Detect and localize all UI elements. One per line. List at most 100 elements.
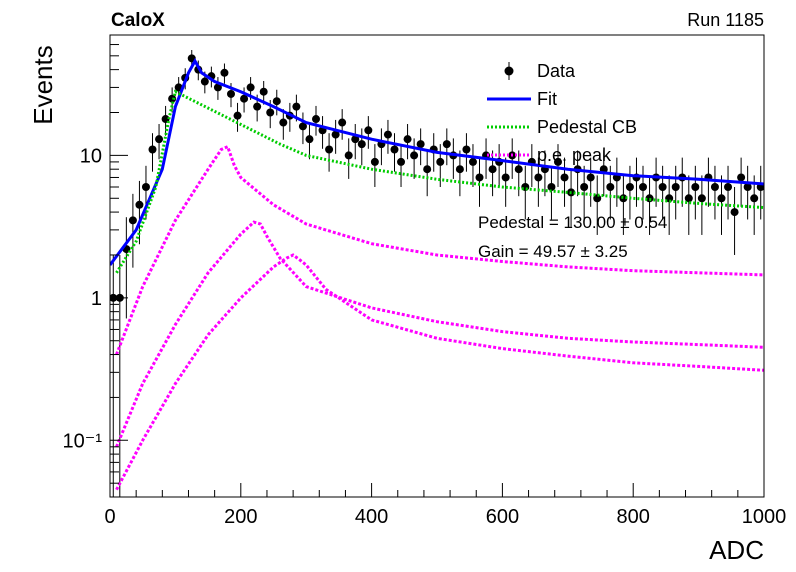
data-point [213, 83, 222, 92]
data-point [442, 140, 451, 149]
data-point [325, 145, 334, 154]
data-point [475, 173, 484, 182]
data-point [580, 182, 589, 191]
x-tick-label: 800 [617, 506, 650, 528]
data-point [200, 77, 209, 86]
y-tick-label: 10 [80, 145, 102, 167]
data-point [553, 157, 562, 166]
data-point [743, 182, 752, 191]
series-line-p-e-peak-2 [115, 144, 764, 356]
series-line-p-e-peak-3 [115, 220, 764, 448]
legend: Data Fit Pedestal CB p.e. peak [487, 61, 637, 165]
data-point [272, 97, 281, 106]
x-axis: 0 200 400 600 800 1000 [104, 483, 786, 528]
data-point [148, 145, 157, 154]
x-tick-label: 200 [224, 506, 257, 528]
data-point [155, 135, 164, 144]
data-point [370, 157, 379, 166]
series-line-fit-0 [110, 57, 764, 266]
legend-label: Data [537, 61, 576, 81]
data-point [279, 118, 288, 127]
data-point [128, 216, 137, 225]
data-point [455, 165, 464, 174]
series-line-p-e-peak-4 [115, 253, 764, 491]
y-axis: 10⁻¹ 1 10 [63, 34, 128, 498]
data-point [671, 182, 680, 191]
data-point [625, 182, 634, 191]
data-point [344, 151, 353, 160]
data-point [233, 111, 242, 120]
x-tick-label: 600 [486, 506, 519, 528]
data-point [423, 165, 432, 174]
data-point [305, 135, 314, 144]
data-point [684, 194, 693, 203]
data-point [331, 130, 340, 139]
plot-area [110, 50, 764, 497]
data-point [220, 68, 229, 77]
data-point [730, 208, 739, 217]
data-point [135, 200, 144, 209]
data-point [240, 94, 249, 103]
data-point [410, 151, 419, 160]
x-tick-label: 0 [104, 506, 115, 528]
legend-marker [504, 66, 514, 76]
x-axis-label: ADC [709, 535, 764, 565]
data-point [534, 173, 543, 182]
data-point [351, 135, 360, 144]
legend-label: Fit [537, 89, 557, 109]
y-tick-label: 1 [91, 288, 102, 310]
data-point [501, 173, 510, 182]
data-point [724, 182, 733, 191]
data-point [338, 118, 347, 127]
data-point [717, 194, 726, 203]
data-point [737, 173, 746, 182]
y-tick-label: 10⁻¹ [63, 430, 103, 452]
data-point [436, 157, 445, 166]
data-point [691, 182, 700, 191]
data-point [141, 182, 150, 191]
annotation-gain: Gain = 49.57 ± 3.25 [478, 242, 628, 261]
data-point [560, 173, 569, 182]
legend-label: p.e. peak [537, 145, 612, 165]
data-point [547, 182, 556, 191]
data-point [403, 135, 412, 144]
data-point [488, 165, 497, 174]
data-point [416, 140, 425, 149]
chart-title: CaloX [111, 10, 165, 31]
data-point [312, 115, 321, 124]
plot-frame [109, 34, 765, 498]
data-point [357, 140, 366, 149]
data-point [606, 182, 615, 191]
data-point [468, 157, 477, 166]
y-axis-label: Events [28, 45, 58, 125]
data-point [658, 182, 667, 191]
data-point [226, 89, 235, 98]
data-point [639, 182, 648, 191]
series-line-pedestal-cb-1 [115, 89, 764, 274]
data-point [750, 194, 759, 203]
data-point [710, 182, 719, 191]
legend-label: Pedestal CB [537, 117, 637, 137]
x-tick-label: 1000 [742, 506, 787, 528]
data-point [168, 94, 177, 103]
data-point [462, 145, 471, 154]
x-tick-label: 400 [355, 506, 388, 528]
data-point [514, 165, 523, 174]
data-point [266, 108, 275, 117]
data-point [259, 87, 268, 96]
data-point [292, 102, 301, 111]
data-point [298, 122, 307, 131]
annotation-pedestal: Pedestal = 130.00 ± 0.54 [478, 213, 667, 232]
run-label: Run 1185 [687, 10, 764, 30]
data-point [253, 102, 262, 111]
data-point [697, 194, 706, 203]
data-point [390, 145, 399, 154]
data-point [586, 173, 595, 182]
data-point [397, 157, 406, 166]
data-point [383, 130, 392, 139]
data-point [246, 83, 255, 92]
data-point [619, 194, 628, 203]
data-point [364, 126, 373, 135]
